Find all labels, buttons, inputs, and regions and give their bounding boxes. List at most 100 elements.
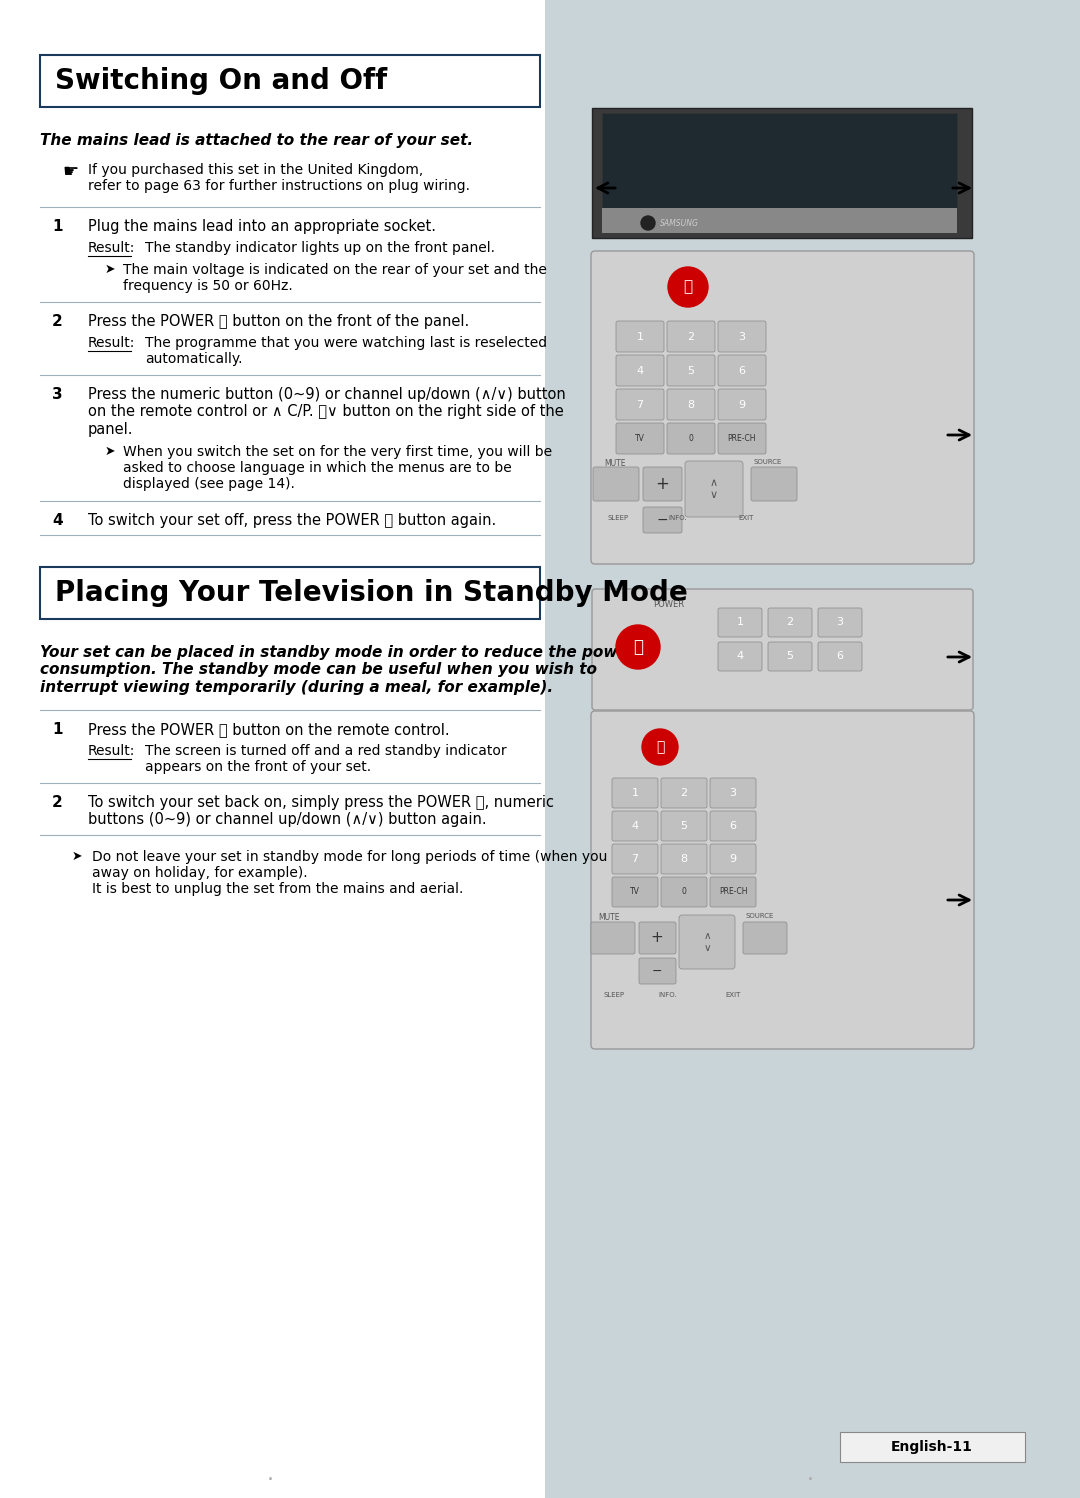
FancyBboxPatch shape [643, 467, 681, 500]
FancyBboxPatch shape [718, 608, 762, 637]
Text: 2: 2 [786, 617, 794, 628]
Text: If you purchased this set in the United Kingdom,
refer to page 63 for further in: If you purchased this set in the United … [87, 163, 470, 193]
Text: ·: · [807, 1470, 813, 1491]
Text: SLEEP: SLEEP [608, 515, 630, 521]
Text: To switch your set off, press the POWER ⏻ button again.: To switch your set off, press the POWER … [87, 512, 496, 527]
Text: 3: 3 [729, 788, 737, 798]
Text: 4: 4 [632, 821, 638, 831]
Text: When you switch the set on for the very first time, you will be
asked to choose : When you switch the set on for the very … [123, 445, 552, 491]
FancyBboxPatch shape [685, 461, 743, 517]
FancyBboxPatch shape [667, 355, 715, 386]
Text: 5: 5 [786, 652, 794, 661]
Text: 2: 2 [52, 795, 63, 810]
Text: 5: 5 [688, 366, 694, 376]
FancyBboxPatch shape [616, 422, 664, 454]
Text: 2: 2 [688, 331, 694, 342]
Text: 6: 6 [729, 821, 737, 831]
FancyBboxPatch shape [768, 608, 812, 637]
Text: ⏻: ⏻ [656, 740, 664, 753]
Text: Result:: Result: [87, 241, 135, 255]
Text: The mains lead is attached to the rear of your set.: The mains lead is attached to the rear o… [40, 133, 473, 148]
Text: +: + [656, 475, 669, 493]
FancyBboxPatch shape [602, 112, 957, 208]
Text: EXIT: EXIT [738, 515, 754, 521]
Text: 1: 1 [632, 788, 638, 798]
Text: TV: TV [630, 887, 640, 896]
Text: 4: 4 [636, 366, 644, 376]
FancyBboxPatch shape [818, 643, 862, 671]
Circle shape [642, 216, 654, 231]
Text: 7: 7 [636, 400, 644, 409]
Text: Plug the mains lead into an appropriate socket.: Plug the mains lead into an appropriate … [87, 219, 436, 234]
Text: 9: 9 [729, 854, 737, 864]
Text: 3: 3 [837, 617, 843, 628]
FancyBboxPatch shape [591, 921, 635, 954]
FancyBboxPatch shape [612, 777, 658, 807]
Text: SLEEP: SLEEP [603, 992, 624, 998]
Text: ☛: ☛ [62, 163, 78, 181]
FancyBboxPatch shape [751, 467, 797, 500]
Text: 0: 0 [681, 887, 687, 896]
FancyBboxPatch shape [591, 252, 974, 565]
Text: 2: 2 [52, 315, 63, 330]
Text: Result:: Result: [87, 336, 135, 351]
FancyBboxPatch shape [616, 355, 664, 386]
Text: ⏻: ⏻ [684, 280, 692, 295]
Text: 1: 1 [737, 617, 743, 628]
Text: 1: 1 [52, 722, 63, 737]
Text: Switching On and Off: Switching On and Off [55, 67, 388, 94]
Circle shape [642, 730, 678, 765]
FancyBboxPatch shape [718, 422, 766, 454]
Text: −: − [657, 512, 667, 527]
Text: INFO.: INFO. [658, 992, 677, 998]
FancyBboxPatch shape [592, 108, 972, 238]
Text: 9: 9 [739, 400, 745, 409]
FancyBboxPatch shape [667, 389, 715, 419]
Text: PRE-CH: PRE-CH [728, 434, 756, 443]
FancyBboxPatch shape [710, 876, 756, 906]
Text: 8: 8 [680, 854, 688, 864]
FancyBboxPatch shape [612, 843, 658, 873]
Text: 7: 7 [632, 854, 638, 864]
Text: ➤: ➤ [105, 264, 116, 276]
Text: 6: 6 [837, 652, 843, 661]
Text: Press the numeric button (0~9) or channel up/down (∧/∨) button
on the remote con: Press the numeric button (0~9) or channe… [87, 386, 566, 437]
Text: Result:: Result: [87, 745, 135, 758]
FancyBboxPatch shape [661, 876, 707, 906]
Text: 5: 5 [680, 821, 688, 831]
FancyBboxPatch shape [679, 915, 735, 969]
FancyBboxPatch shape [667, 321, 715, 352]
Text: SOURCE: SOURCE [753, 458, 781, 464]
Text: 4: 4 [737, 652, 743, 661]
FancyBboxPatch shape [643, 506, 681, 533]
FancyBboxPatch shape [710, 810, 756, 840]
FancyBboxPatch shape [616, 389, 664, 419]
FancyBboxPatch shape [718, 321, 766, 352]
FancyBboxPatch shape [743, 921, 787, 954]
Text: The programme that you were watching last is reselected
automatically.: The programme that you were watching las… [145, 336, 548, 366]
Text: Placing Your Television in Standby Mode: Placing Your Television in Standby Mode [55, 580, 688, 607]
Text: ➤: ➤ [105, 445, 116, 458]
Text: 4: 4 [52, 512, 63, 527]
Text: 3: 3 [52, 386, 63, 401]
Text: 1: 1 [636, 331, 644, 342]
Text: ➤: ➤ [72, 849, 82, 863]
Text: Do not leave your set in standby mode for long periods of time (when you are
awa: Do not leave your set in standby mode fo… [92, 849, 634, 896]
Text: POWER: POWER [653, 601, 684, 610]
Text: Press the POWER ⏻ button on the front of the panel.: Press the POWER ⏻ button on the front of… [87, 315, 469, 330]
FancyBboxPatch shape [718, 355, 766, 386]
Text: The screen is turned off and a red standby indicator
appears on the front of you: The screen is turned off and a red stand… [145, 745, 507, 774]
Text: TV: TV [635, 434, 645, 443]
Text: ·: · [267, 1470, 273, 1491]
FancyBboxPatch shape [40, 568, 540, 619]
FancyBboxPatch shape [710, 843, 756, 873]
FancyBboxPatch shape [661, 777, 707, 807]
FancyBboxPatch shape [840, 1432, 1025, 1462]
FancyBboxPatch shape [667, 422, 715, 454]
Text: 1: 1 [52, 219, 63, 234]
Text: ∧
∨: ∧ ∨ [710, 478, 718, 500]
FancyBboxPatch shape [661, 810, 707, 840]
Text: 3: 3 [739, 331, 745, 342]
Text: EXIT: EXIT [725, 992, 741, 998]
Text: 0: 0 [689, 434, 693, 443]
